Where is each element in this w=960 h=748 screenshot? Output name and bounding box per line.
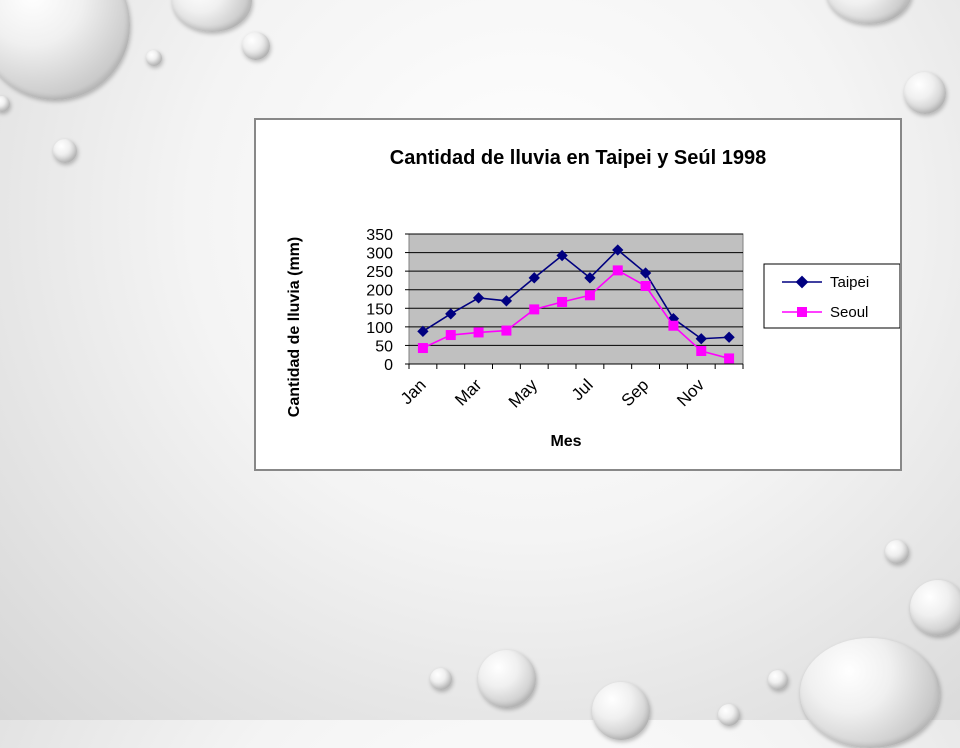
data-point-taipei (723, 331, 735, 343)
water-drop-decoration (718, 704, 740, 726)
y-tick-label: 0 (384, 357, 393, 374)
water-drop-decoration (53, 139, 77, 163)
water-drop-decoration (478, 650, 536, 708)
data-point-seoul (668, 320, 679, 331)
water-drop-decoration (172, 0, 252, 32)
y-tick-label: 50 (375, 338, 393, 355)
data-point-seoul (557, 296, 568, 307)
legend-taipei-label: Taipei (830, 274, 869, 291)
x-tick-label: Mar (451, 375, 485, 409)
chart-title: Cantidad de lluvia en Taipei y Seúl 1998 (390, 147, 766, 169)
legend-seoul-label: Seoul (830, 304, 868, 321)
rainfall-line-chart: Cantidad de lluvia en Taipei y Seúl 1998… (286, 147, 901, 450)
data-point-taipei (445, 308, 457, 320)
water-drop-decoration (592, 682, 650, 740)
data-point-seoul (584, 290, 595, 301)
x-tick-label: Jul (568, 375, 597, 404)
data-point-taipei (584, 272, 596, 284)
data-point-seoul (640, 281, 651, 291)
data-point-seoul (529, 304, 540, 315)
water-drop-decoration (800, 638, 940, 748)
x-axis-title: Mes (550, 433, 581, 450)
data-point-seoul (417, 343, 428, 354)
x-tick-label: Nov (673, 375, 708, 410)
y-tick-label: 350 (366, 227, 393, 244)
water-drop-decoration (885, 540, 909, 564)
data-point-seoul (724, 353, 735, 364)
water-drop-decoration (0, 0, 130, 100)
chart-container: Cantidad de lluvia en Taipei y Seúl 1998… (254, 118, 902, 471)
water-drop-decoration (242, 32, 270, 60)
y-tick-label: 250 (366, 264, 393, 281)
water-drop-decoration (904, 72, 946, 114)
data-point-seoul (445, 330, 456, 341)
water-drop-decoration (768, 670, 788, 690)
x-tick-label: Sep (618, 375, 653, 410)
data-point-seoul (501, 325, 512, 336)
y-tick-label: 300 (366, 246, 393, 263)
water-drop-decoration (430, 668, 452, 690)
water-drop-decoration (910, 580, 960, 636)
data-point-taipei (556, 249, 568, 262)
data-point-taipei (472, 292, 485, 304)
data-point-seoul (473, 327, 484, 338)
y-tick-label: 150 (366, 301, 393, 318)
x-tick-label: May (505, 375, 541, 411)
legend-box (763, 263, 901, 329)
water-drop-decoration (146, 50, 162, 66)
data-point-taipei (528, 272, 540, 284)
legend-seoul-marker (797, 307, 807, 317)
y-axis-title: Cantidad de lluvia (mm) (286, 237, 303, 417)
data-point-seoul (696, 346, 707, 356)
data-point-seoul (612, 265, 623, 276)
data-point-taipei (639, 267, 652, 279)
y-tick-label: 100 (366, 320, 393, 337)
data-point-taipei (417, 325, 429, 337)
water-drop-decoration (826, 0, 912, 24)
x-tick-label: Jan (397, 375, 430, 408)
data-point-taipei (612, 244, 624, 256)
data-point-taipei (695, 333, 707, 345)
data-point-taipei (500, 295, 513, 307)
water-drop-decoration (0, 96, 10, 112)
y-tick-label: 200 (366, 283, 393, 300)
legend: Taipei Seoul (763, 263, 901, 329)
